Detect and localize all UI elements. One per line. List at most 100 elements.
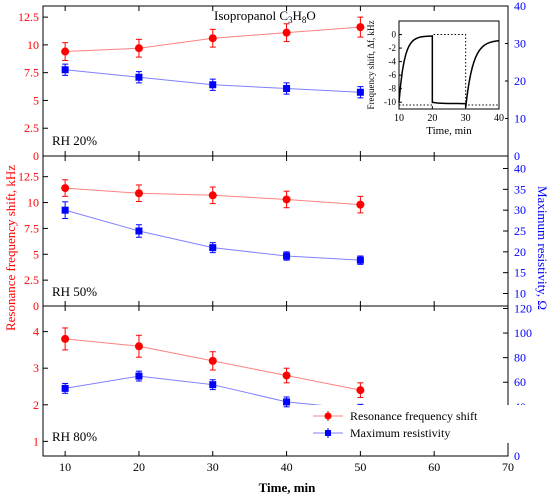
frequency-point <box>208 34 217 43</box>
left-tick-label: 0 <box>33 299 39 313</box>
legend-box <box>305 405 537 443</box>
left-tick-label: 4 <box>33 325 39 339</box>
right-tick-label: 35 <box>514 182 526 196</box>
x-tick-label: 20 <box>133 460 145 474</box>
inset-reference-square-wave <box>399 34 499 106</box>
left-tick-label: 12.5 <box>18 10 39 24</box>
inset-x-tick-label: 40 <box>494 113 504 124</box>
x-tick-label: 40 <box>281 460 293 474</box>
chart-title: Isopropanol C3H8O <box>214 8 316 25</box>
legend-label-frequency: Resonance frequency shift <box>350 409 478 423</box>
frequency-point <box>208 191 217 200</box>
inset-y-axis-title: Frequency shift, Δf, kHz <box>366 20 376 109</box>
x-axis-title: Time, min <box>259 480 317 495</box>
x-tick-label: 60 <box>428 460 440 474</box>
right-tick-label: 10 <box>514 112 526 126</box>
right-tick-label: 30 <box>514 37 526 51</box>
right-tick-label: 0 <box>514 149 520 163</box>
inset-y-tick-label: -6 <box>389 70 397 80</box>
right-tick-label: 10 <box>514 287 526 301</box>
legend-red-marker <box>324 412 332 420</box>
right-tick-label: 20 <box>514 74 526 88</box>
legend-blue-marker <box>325 430 331 436</box>
inset-x-tick-label: 10 <box>394 113 404 124</box>
frequency-point <box>356 386 365 395</box>
frequency-point <box>356 200 365 209</box>
left-tick-label: 12.5 <box>18 170 39 184</box>
frequency-point <box>282 28 291 37</box>
legend: Resonance frequency shift Maximum resist… <box>305 405 537 443</box>
inset-x-tick-label: 20 <box>427 113 437 124</box>
left-tick-label: 10 <box>27 38 39 52</box>
frequency-point <box>356 23 365 32</box>
frequency-point <box>282 371 291 380</box>
right-tick-label: 0 <box>514 449 520 463</box>
x-tick-label: 70 <box>502 460 514 474</box>
frequency-point <box>61 47 70 56</box>
panel-frame <box>42 155 509 307</box>
left-axis-title: Resonance frequency shift, kHz <box>3 165 18 331</box>
frequency-point <box>134 44 143 53</box>
left-tick-label: 1 <box>33 434 39 448</box>
right-tick-label: 60 <box>514 375 526 389</box>
frequency-point <box>134 189 143 198</box>
inset-y-tick-label: 0 <box>392 30 397 40</box>
frequency-point <box>134 342 143 351</box>
panel-label-rh50: RH 50% <box>52 284 97 299</box>
resistivity-point <box>61 66 69 74</box>
right-tick-label: 30 <box>514 203 526 217</box>
left-tick-label: 2.5 <box>24 121 39 135</box>
inset-background <box>367 12 505 152</box>
resistivity-point <box>61 384 69 392</box>
left-tick-label: 7.5 <box>24 221 39 235</box>
right-tick-label: 80 <box>514 351 526 365</box>
resistivity-point <box>356 88 364 96</box>
title-o: O <box>306 8 315 23</box>
resistivity-point <box>209 81 217 89</box>
resistivity-point <box>61 206 69 214</box>
right-tick-label: 15 <box>514 266 526 280</box>
resistivity-point <box>135 73 143 81</box>
inset-y-tick-label: -8 <box>389 84 397 94</box>
title-sub-8: 8 <box>302 15 307 25</box>
panel-rh80: 123402040608010012010203040506070 <box>33 301 532 474</box>
inset-y-tick-label: -10 <box>384 97 396 107</box>
frequency-point <box>61 334 70 343</box>
title-sub-3: 3 <box>288 15 293 25</box>
right-tick-label: 40 <box>514 0 526 13</box>
resistivity-point <box>135 227 143 235</box>
resistivity-point <box>283 85 291 92</box>
left-tick-label: 0 <box>33 149 39 163</box>
inset-x-tick-label: 30 <box>461 113 471 124</box>
title-main: Isopropanol C <box>214 8 288 23</box>
resistivity-point <box>283 252 291 260</box>
panel-label-rh80: RH 80% <box>52 429 97 444</box>
panel-frame <box>42 305 509 457</box>
left-tick-label: 5 <box>33 93 39 107</box>
right-tick-label: 40 <box>514 162 526 176</box>
left-tick-label: 2 <box>33 398 39 412</box>
resistivity-point <box>135 372 143 380</box>
x-tick-label: 10 <box>59 460 71 474</box>
right-tick-label: 25 <box>514 224 526 238</box>
left-tick-label: 7.5 <box>24 66 39 80</box>
right-tick-label: 120 <box>514 301 532 315</box>
right-tick-label: 100 <box>514 326 532 340</box>
frequency-point <box>61 184 70 193</box>
x-tick-label: 30 <box>207 460 219 474</box>
resistivity-point <box>283 398 291 406</box>
left-tick-label: 5 <box>33 247 39 261</box>
resistivity-point <box>356 256 364 264</box>
right-axis-title: Maximum resistivity, Ω <box>535 186 550 310</box>
x-tick-label: 50 <box>354 460 366 474</box>
inset-y-tick-label: -4 <box>389 57 397 67</box>
inset-frame <box>398 20 500 110</box>
left-tick-label: 10 <box>27 196 39 210</box>
left-tick-label: 3 <box>33 361 39 375</box>
legend-label-resistivity: Maximum resistivity <box>350 426 450 440</box>
frequency-point <box>282 195 291 204</box>
inset-response-curve <box>398 35 500 108</box>
resistivity-point <box>209 381 217 389</box>
